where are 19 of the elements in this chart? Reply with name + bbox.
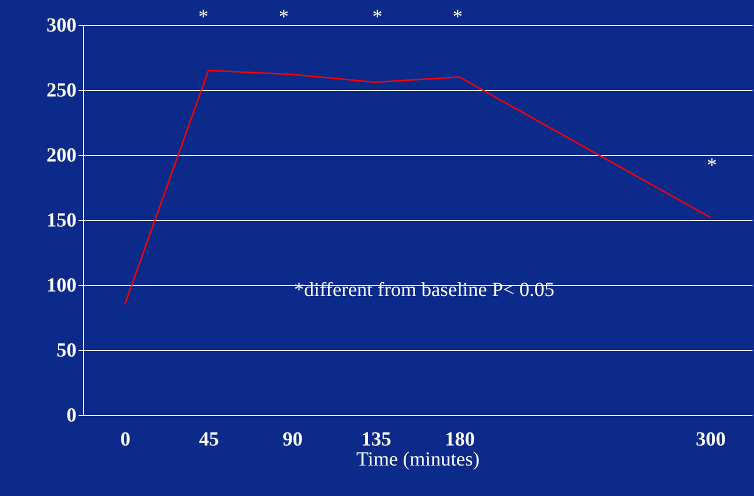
y-tick-label: 250 — [46, 80, 76, 102]
y-tick-label: 50 — [56, 340, 76, 362]
x-tick-label: 180 — [444, 428, 475, 450]
x-tick-label: 90 — [282, 428, 303, 450]
x-tick-label: 0 — [120, 428, 130, 450]
annotation: * — [198, 6, 208, 28]
x-tick-label: 45 — [198, 428, 219, 450]
annotation: * — [706, 154, 717, 176]
y-tick-label: 300 — [46, 14, 76, 36]
annotation: * — [372, 6, 382, 28]
y-tick-label: 100 — [46, 274, 76, 296]
y-tick-label: 0 — [66, 404, 76, 426]
annotation: * — [278, 6, 289, 28]
y-tick-label: 150 — [46, 210, 76, 232]
x-axis-title: Time (minutes) — [356, 448, 480, 470]
x-tick-label: 135 — [361, 428, 392, 450]
x-tick-label: 300 — [696, 428, 726, 450]
annotation: * — [452, 6, 463, 28]
y-tick-label: 200 — [46, 144, 76, 166]
